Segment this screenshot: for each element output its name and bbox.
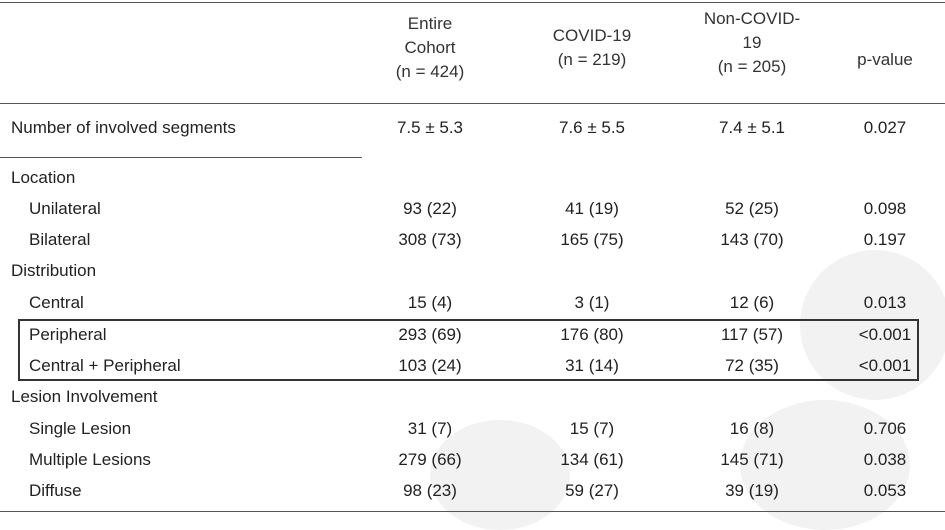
cell-p-value: <0.001: [858, 356, 912, 375]
row-label: Peripheral: [29, 325, 107, 344]
cell-covid: 7.6 ± 5.5: [558, 118, 626, 137]
row-label: Bilateral: [29, 230, 91, 249]
section-title: Location: [11, 168, 76, 187]
cell-covid: 59 (27): [565, 481, 619, 500]
cell-entire: 93 (22): [403, 199, 457, 218]
row-label: Single Lesion: [29, 419, 132, 438]
results-table: Entire Cohort (n = 424) COVID-19 (n = 21…: [0, 2, 945, 512]
row-label: Central: [29, 293, 84, 312]
cell-covid: 41 (19): [565, 199, 619, 218]
cell-p-value: 0.706: [863, 419, 907, 438]
header-entire-cohort: Entire Cohort (n = 424): [395, 14, 465, 81]
cell-entire: 31 (7): [407, 419, 453, 438]
row-label: Multiple Lesions: [29, 450, 151, 469]
header-rule: [0, 103, 945, 104]
cell-covid: 3 (1): [574, 293, 610, 312]
header-non-covid: Non-COVID- 19 (n = 205): [703, 9, 801, 76]
cell-entire: 98 (23): [403, 481, 457, 500]
cell-entire: 15 (4): [407, 293, 453, 312]
cell-p-value: 0.013: [863, 293, 907, 312]
cell-p-value: <0.001: [858, 325, 912, 344]
cell-covid: 31 (14): [565, 356, 619, 375]
cell-non-covid: 12 (6): [729, 293, 775, 312]
summary-rule: [0, 157, 362, 158]
cell-p-value: 0.098: [863, 199, 907, 218]
top-rule: [0, 2, 945, 3]
header-covid: COVID-19 (n = 219): [552, 26, 632, 69]
cell-entire: 279 (66): [398, 450, 462, 469]
cell-non-covid: 72 (35): [725, 356, 779, 375]
cell-non-covid: 16 (8): [729, 419, 775, 438]
cell-covid: 165 (75): [560, 230, 624, 249]
cell-non-covid: 117 (57): [720, 325, 784, 344]
bottom-rule: [0, 511, 945, 512]
cell-covid: 134 (61): [560, 450, 624, 469]
row-label: Central + Peripheral: [29, 356, 181, 375]
header-p-value: p-value: [857, 50, 913, 69]
row-label: Number of involved segments: [11, 118, 236, 137]
cell-covid: 176 (80): [560, 325, 624, 344]
cell-p-value: 0.053: [863, 481, 907, 500]
cell-entire: 293 (69): [398, 325, 462, 344]
cell-non-covid: 52 (25): [725, 199, 779, 218]
cell-p-value: 0.197: [863, 230, 907, 249]
cell-p-value: 0.038: [863, 450, 907, 469]
cell-non-covid: 39 (19): [725, 481, 779, 500]
cell-entire: 103 (24): [398, 356, 462, 375]
cell-entire: 7.5 ± 5.3: [396, 118, 464, 137]
row-label: Diffuse: [29, 481, 82, 500]
highlight-box: [18, 319, 919, 381]
watermark-shape: [800, 250, 945, 400]
cell-entire: 308 (73): [398, 230, 462, 249]
cell-covid: 15 (7): [569, 419, 615, 438]
section-title: Distribution: [11, 261, 97, 280]
cell-non-covid: 7.4 ± 5.1: [718, 118, 786, 137]
watermark-shape: [740, 400, 910, 530]
cell-p-value: 0.027: [863, 118, 907, 137]
section-title: Lesion Involvement: [11, 387, 158, 406]
row-label: Unilateral: [29, 199, 101, 218]
cell-non-covid: 143 (70): [720, 230, 784, 249]
cell-non-covid: 145 (71): [720, 450, 784, 469]
